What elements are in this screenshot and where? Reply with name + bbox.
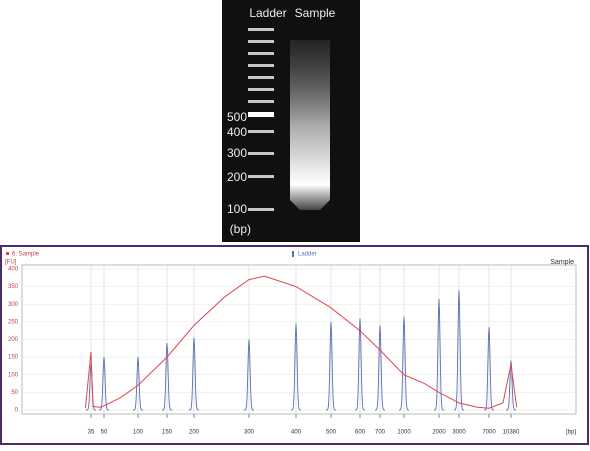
x-tick-label: 400 <box>291 430 302 436</box>
lane-label: Ladder <box>249 6 286 20</box>
marker-label: 200 <box>227 170 247 184</box>
legend-swatch <box>6 252 9 255</box>
legend-entry: Ladder <box>298 252 317 258</box>
ladder-peak <box>99 357 109 411</box>
x-tick-label: 3000 <box>452 430 466 436</box>
ladder-peak <box>355 318 365 411</box>
x-tick-label: 50 <box>101 430 108 436</box>
ladder-peak <box>375 325 385 411</box>
ladder-peak <box>162 342 172 411</box>
x-tick-label: 300 <box>244 430 255 436</box>
marker-label: 300 <box>227 146 247 160</box>
ladder-peak <box>434 298 444 411</box>
x-tick-label: 1000 <box>397 430 411 436</box>
y-tick-label: 200 <box>8 337 19 343</box>
y-tick-label: 100 <box>8 372 19 378</box>
y-tick-label: 250 <box>8 319 19 325</box>
ladder-peak <box>189 337 199 411</box>
x-tick-label: 2000 <box>432 430 446 436</box>
marker-label: 100 <box>227 202 247 216</box>
x-tick-label: 7000 <box>482 430 496 436</box>
x-tick-label: 700 <box>375 430 386 436</box>
y-tick-label: 150 <box>8 355 19 361</box>
ladder-bands <box>248 28 274 211</box>
chart-frame <box>0 245 589 445</box>
x-tick-label: 10380 <box>503 430 520 436</box>
marker-label: 400 <box>227 125 247 139</box>
ladder-peak <box>506 360 516 411</box>
x-axis-label: [bp] <box>566 430 576 436</box>
legend-swatch <box>292 251 294 257</box>
ladder-peak <box>326 321 336 411</box>
sample-trace <box>84 275 518 409</box>
ladder-peak <box>399 316 409 411</box>
x-tick-label: 600 <box>355 430 366 436</box>
x-tick-label: 200 <box>189 430 200 436</box>
x-tick-label: 150 <box>162 430 173 436</box>
y-tick-label: 350 <box>8 284 19 290</box>
legend-entry: 6: Sample <box>12 252 40 258</box>
marker-label: 500 <box>227 110 247 124</box>
x-tick-label: 100 <box>133 430 144 436</box>
y-tick-label: 300 <box>8 302 19 308</box>
y-tick-label: 50 <box>11 390 18 396</box>
ladder-peak <box>291 323 301 411</box>
plot: 0 50 100 150 200 250 300 350 400 35 50 100 150 200 300… <box>5 251 577 436</box>
ladder-peak <box>244 339 254 411</box>
y-tick-label: 400 <box>8 267 19 273</box>
ladder-peak <box>454 290 464 411</box>
ladder-peak <box>133 357 143 411</box>
x-tick-label: 500 <box>326 430 337 436</box>
marker-label: (bp) <box>230 222 251 236</box>
x-tick-label: 35 <box>88 430 95 436</box>
gel-markers: 500 400 300 200 100 (bp) <box>227 110 251 236</box>
ladder-peak <box>484 327 494 411</box>
y-tick-label: 0 <box>15 408 19 414</box>
panel-label: Sample <box>550 259 574 266</box>
lane-label: Sample <box>295 6 336 20</box>
y-axis-label: [FU] <box>5 260 17 266</box>
sample-smear <box>290 40 330 210</box>
